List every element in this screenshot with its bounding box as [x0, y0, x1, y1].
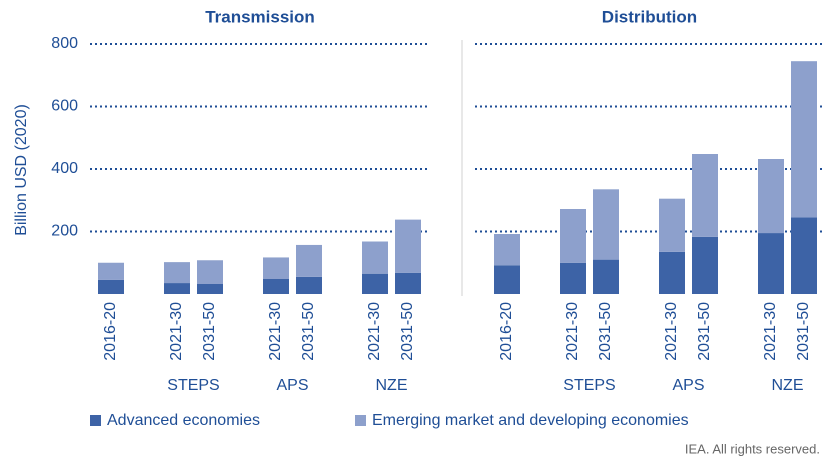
panel-title: Transmission [205, 7, 315, 26]
bar-segment [296, 244, 322, 277]
bar-segment [758, 233, 784, 294]
bar-segment [263, 279, 289, 294]
legend-label: Advanced economies [107, 412, 260, 429]
bar-segment [560, 209, 586, 263]
group-label: NZE [376, 377, 408, 394]
bar-segment [197, 284, 223, 294]
group-label: APS [276, 377, 308, 394]
source-note: IEA. All rights reserved. [685, 441, 820, 456]
group-label: STEPS [167, 377, 219, 394]
y-axis-label: Billion USD (2020) [13, 104, 30, 236]
y-tick-label: 400 [51, 160, 78, 177]
panel-title: Distribution [602, 7, 697, 26]
bar-segment [395, 219, 421, 273]
x-tick-label: 2021-30 [168, 302, 185, 361]
x-tick-label: 2016-20 [498, 302, 515, 361]
bar-segment [98, 279, 124, 294]
bar-segment [791, 217, 817, 294]
x-tick-label: 2031-50 [696, 302, 713, 361]
bar-segment [98, 262, 124, 280]
bar-segment [164, 283, 190, 294]
x-tick-label: 2031-50 [201, 302, 218, 361]
y-tick-label: 200 [51, 223, 78, 240]
bar-segment [659, 198, 685, 252]
x-tick-label: 2021-30 [762, 302, 779, 361]
bar-segment [395, 272, 421, 294]
x-tick-label: 2031-50 [300, 302, 317, 361]
bar-segment [593, 189, 619, 260]
bar-segment [164, 262, 190, 284]
bar-segment [494, 234, 520, 266]
x-tick-label: 2021-30 [267, 302, 284, 361]
group-label: APS [672, 377, 704, 394]
y-tick-label: 600 [51, 98, 78, 115]
group-label: STEPS [563, 377, 615, 394]
bar-segment [494, 265, 520, 294]
x-tick-label: 2031-50 [597, 302, 614, 361]
x-tick-label: 2031-50 [795, 302, 812, 361]
bar-segment [263, 257, 289, 279]
bar-segment [362, 273, 388, 294]
x-tick-label: 2016-20 [102, 302, 119, 361]
group-label: NZE [772, 377, 804, 394]
bar-segment [296, 276, 322, 294]
x-tick-label: 2031-50 [399, 302, 416, 361]
bar-segment [593, 259, 619, 294]
bar-segment [758, 159, 784, 234]
bar-segment [692, 154, 718, 237]
y-tick-label: 800 [51, 35, 78, 52]
bar-segment [659, 251, 685, 294]
x-tick-label: 2021-30 [663, 302, 680, 361]
legend-label: Emerging market and developing economies [372, 412, 689, 429]
bar-segment [560, 262, 586, 294]
bar-segment [692, 236, 718, 294]
legend-swatch [355, 415, 366, 426]
x-tick-label: 2021-30 [564, 302, 581, 361]
legend-swatch [90, 415, 101, 426]
x-tick-label: 2021-30 [366, 302, 383, 361]
bar-segment [791, 61, 817, 218]
bar-segment [197, 260, 223, 284]
bar-segment [362, 241, 388, 274]
